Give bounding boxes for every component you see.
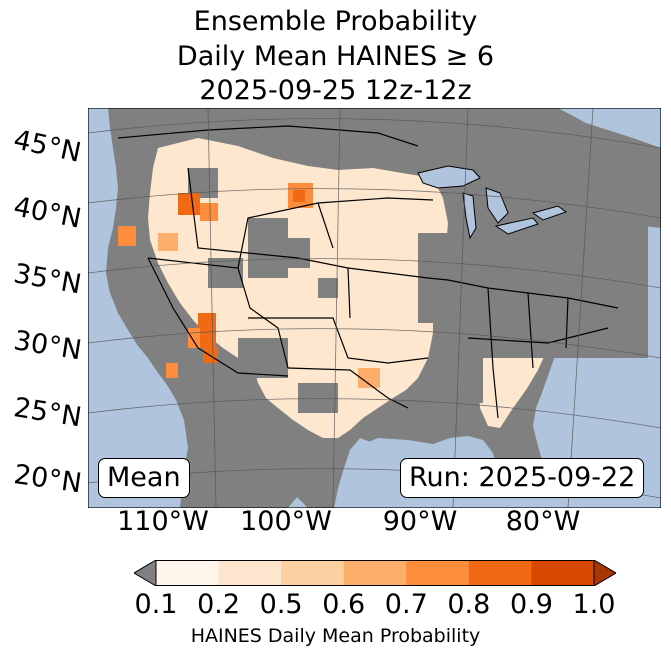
probability-region-low — [148, 138, 448, 438]
colorbar — [134, 560, 616, 586]
political-borders — [117, 125, 619, 419]
lat-label-20: 20°N — [11, 459, 84, 500]
colorbar-segment — [156, 560, 220, 586]
lat-label-45: 45°N — [10, 124, 84, 169]
colorbar-tick-label: 1.0 — [572, 589, 616, 620]
title-line-1: Ensemble Probability — [193, 6, 478, 37]
lat-label-25: 25°N — [11, 392, 84, 434]
title-line-2: Daily Mean HAINES ≥ 6 — [176, 41, 495, 72]
colorbar-segment — [281, 560, 345, 586]
colorbar-tick-label: 0.5 — [259, 589, 303, 620]
colorbar-tick-label: 0.2 — [197, 589, 241, 620]
lon-label-90w: 90°W — [382, 506, 458, 537]
colorbar-tick-label: 0.9 — [509, 589, 553, 620]
colorbar-tick-label: 0.8 — [447, 589, 491, 620]
run-box: Run: 2025-09-22 — [400, 458, 645, 498]
colorbar-segment — [343, 560, 407, 586]
colorbar-under-extend — [134, 560, 157, 586]
great-lakes — [417, 165, 568, 240]
title-line-3: 2025-09-25 12z-12z — [199, 75, 472, 106]
lat-label-30: 30°N — [11, 325, 84, 367]
lon-label-100w: 100°W — [240, 506, 332, 537]
colorbar-segment — [218, 560, 282, 586]
colorbar-tick-label: 0.7 — [384, 589, 428, 620]
probability-hotspots — [118, 183, 380, 388]
graticule — [88, 108, 661, 508]
colorbar-segment — [531, 560, 595, 586]
mexico-land — [148, 358, 350, 508]
lat-label-35: 35°N — [11, 258, 84, 301]
colorbar-label: HAINES Daily Mean Probability — [190, 625, 481, 647]
lat-label-40: 40°N — [11, 191, 84, 235]
lon-label-110w: 110°W — [117, 506, 209, 537]
colorbar-segment — [468, 560, 532, 586]
colorbar-segment — [406, 560, 470, 586]
colorbar-tick-label: 0.1 — [134, 589, 178, 620]
stat-box: Mean — [98, 458, 190, 498]
lon-label-80w: 80°W — [505, 506, 581, 537]
colorbar-frame — [155, 560, 595, 586]
no-data-patches — [188, 113, 648, 413]
map-panel: Mean Run: 2025-09-22 — [87, 107, 662, 509]
map-svg — [87, 107, 662, 509]
hudson-bay-water — [558, 108, 661, 148]
colorbar-over-extend — [593, 560, 616, 586]
colorbar-tick-label: 0.6 — [322, 589, 366, 620]
